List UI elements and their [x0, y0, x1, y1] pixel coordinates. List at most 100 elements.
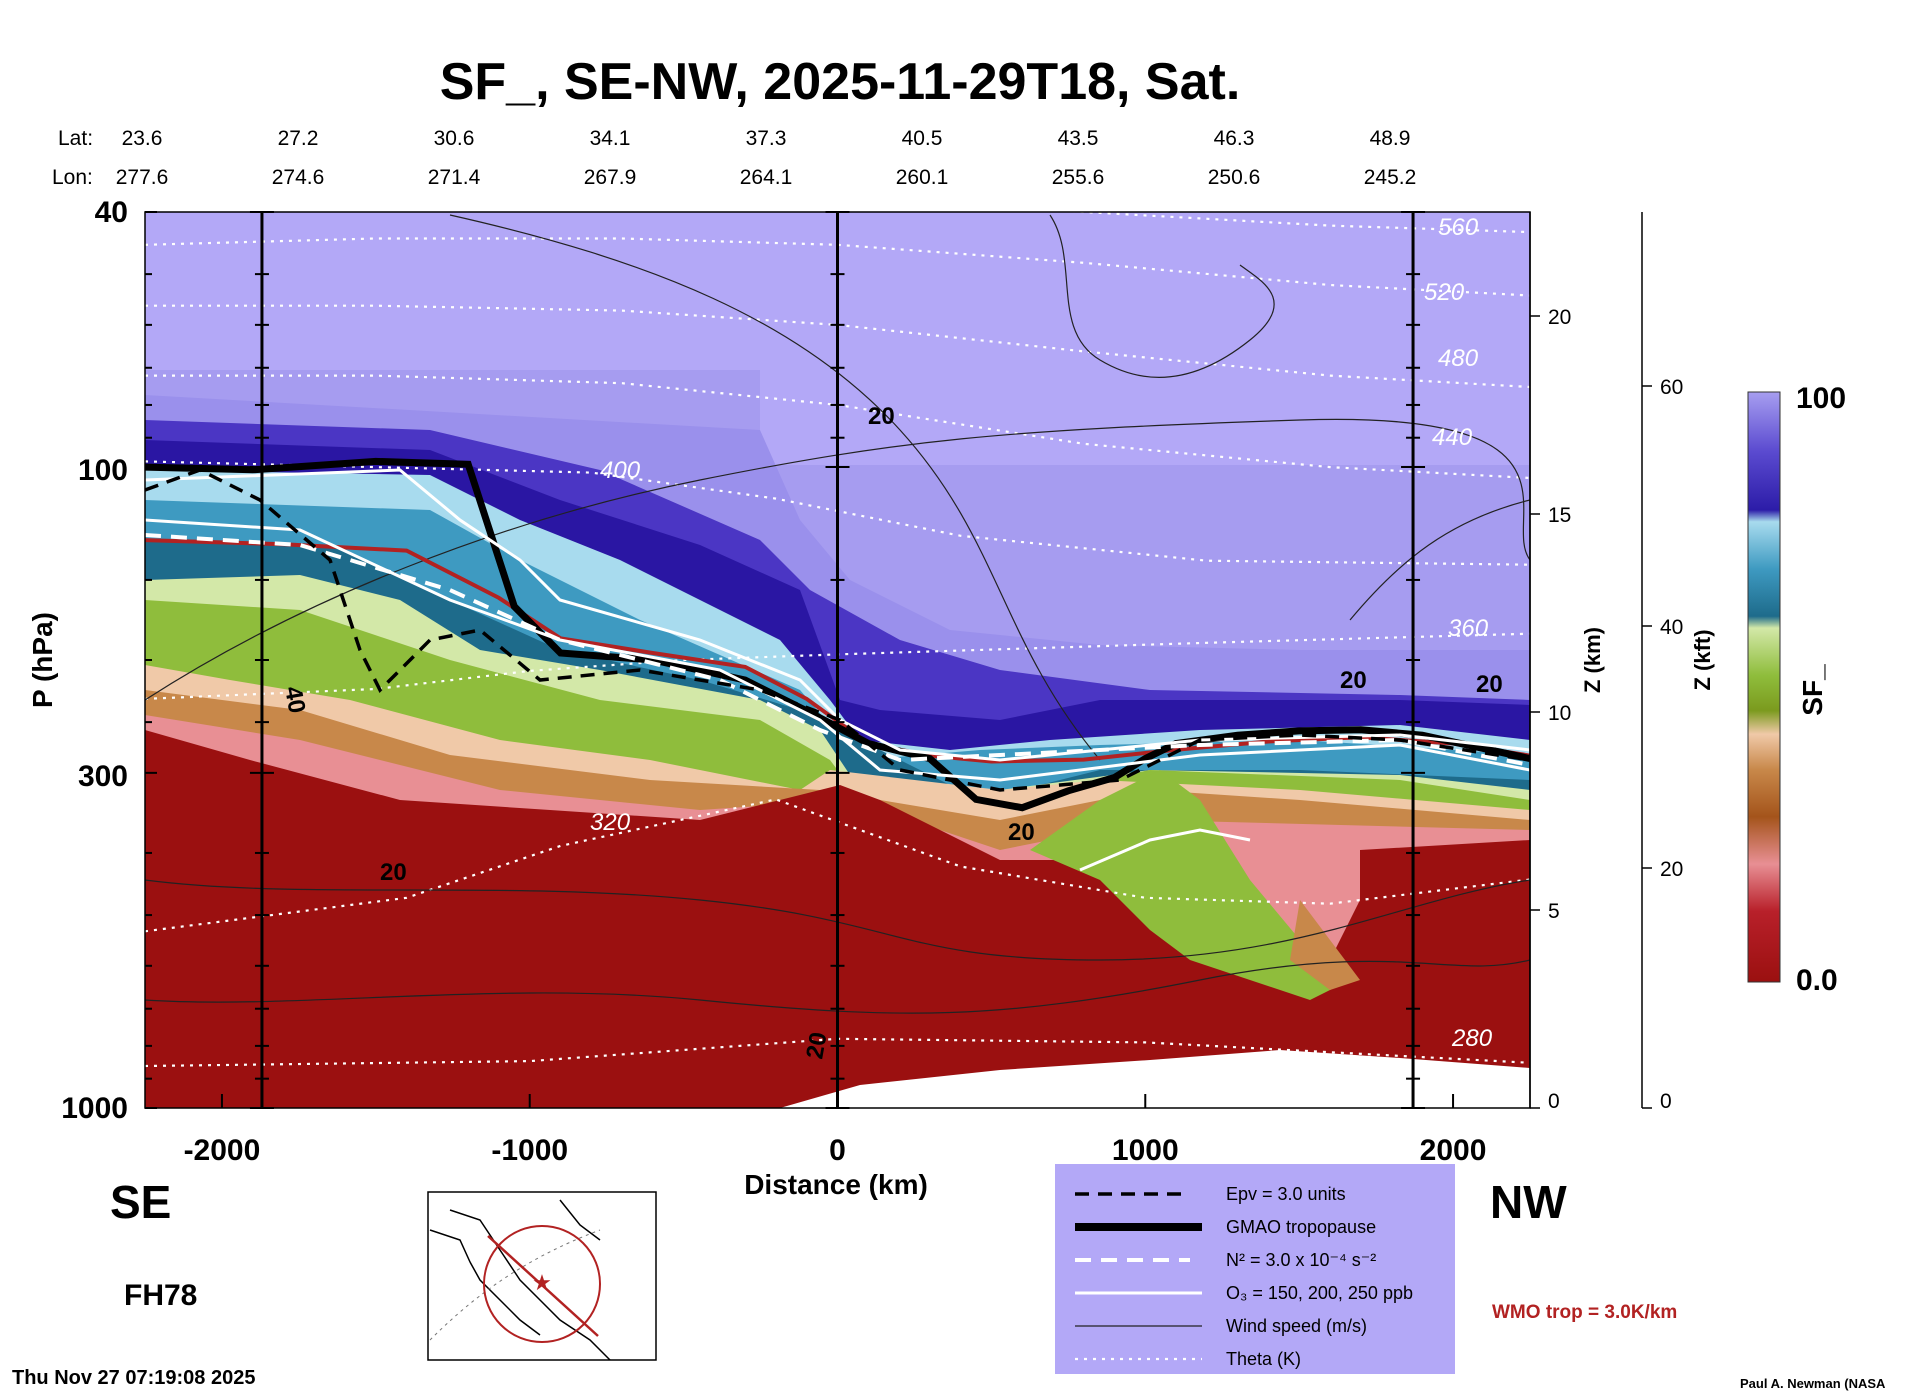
lat-lon-header: Lat: Lon: 23.6 27.2 30.6 34.1 37.3 40.5 …	[52, 127, 1416, 189]
zkm-tick-5: 5	[1548, 900, 1560, 923]
wind-contour-6	[1349, 499, 1530, 621]
legend-label-theta: Theta (K)	[1226, 1349, 1301, 1369]
x-tick-m1000: -1000	[491, 1134, 568, 1167]
o3-contour-250	[1079, 828, 1251, 872]
x-tick-2000: 2000	[1420, 1134, 1487, 1167]
colorbar-min-label: 0.0	[1796, 964, 1838, 997]
y-tick-100: 100	[78, 454, 128, 487]
wmo-tropopause-label: WMO trop = 3.0K/km	[1492, 1302, 1677, 1323]
theta-label-360: 360	[1448, 615, 1489, 642]
lon-row-label: Lon:	[52, 166, 93, 189]
forecast-hour: FH78	[124, 1279, 197, 1312]
wind-contour-1	[145, 418, 1530, 701]
colorbar-max-label: 100	[1796, 382, 1846, 415]
zkft-tick-20: 20	[1660, 858, 1683, 881]
legend-box	[1055, 1164, 1455, 1374]
lon-value-8: 245.2	[1364, 166, 1417, 189]
lon-value-0: 277.6	[116, 166, 169, 189]
colorbar-gradient	[1747, 391, 1781, 983]
wind-label-6: 20	[801, 1030, 832, 1061]
wind-label-5: 20	[380, 859, 407, 886]
lat-value-0: 23.6	[122, 127, 163, 150]
wind-contour-5	[1049, 214, 1275, 378]
zkft-tick-40: 40	[1660, 616, 1683, 639]
legend-label-gmao: GMAO tropopause	[1226, 1217, 1376, 1237]
z-km-axis: 0 5 10 15 20 Z (km)	[1529, 212, 1605, 1113]
wind-label-3: 20	[1476, 671, 1503, 698]
x-axis-label: Distance (km)	[744, 1169, 928, 1200]
z-km-label: Z (km)	[1580, 627, 1605, 693]
lat-value-5: 40.5	[902, 127, 943, 150]
x-axis-distance: -2000 -1000 0 1000 2000 Distance (km)	[184, 1134, 1487, 1200]
wind-label-7: 20	[1008, 819, 1035, 846]
inset-map-coastlines	[429, 1199, 611, 1361]
lat-value-1: 27.2	[278, 127, 319, 150]
field-intrusion-green	[1030, 770, 1340, 1000]
direction-se: SE	[110, 1176, 171, 1228]
theta-line-320	[145, 798, 1530, 933]
inset-map-star-icon: ★	[532, 1270, 552, 1295]
lon-value-7: 250.6	[1208, 166, 1261, 189]
zkft-tick-0: 0	[1660, 1090, 1672, 1113]
timestamp: Thu Nov 27 07:19:08 2025	[12, 1367, 255, 1389]
theta-labels: 560 520 480 440 400 360 320 280	[590, 214, 1493, 1052]
inset-map-graticule	[429, 1229, 601, 1341]
wind-contour-3	[145, 879, 1530, 961]
legend-label-o3: O₃ = 150, 200, 250 ppb	[1226, 1283, 1413, 1303]
colorbar: 100 0.0 SF_	[1747, 382, 1846, 997]
lon-value-4: 264.1	[740, 166, 793, 189]
theta-label-520: 520	[1424, 279, 1465, 306]
y-tick-1000: 1000	[61, 1092, 128, 1125]
x-tick-m2000: -2000	[184, 1134, 261, 1167]
wind-contour-4	[145, 959, 1530, 1014]
colorbar-title: SF_	[1797, 664, 1828, 716]
wind-label-4: 40	[279, 684, 310, 715]
legend-label-epv: Epv = 3.0 units	[1226, 1184, 1346, 1204]
zkm-tick-10: 10	[1548, 702, 1571, 725]
inset-map-range-circle	[483, 1225, 601, 1343]
x-tick-0: 0	[829, 1134, 846, 1167]
theta-label-480: 480	[1438, 345, 1479, 372]
lat-value-7: 46.3	[1214, 127, 1255, 150]
y-axis-label: P (hPa)	[27, 612, 58, 708]
lon-value-6: 255.6	[1052, 166, 1105, 189]
lon-value-1: 274.6	[272, 166, 325, 189]
theta-label-560: 560	[1438, 214, 1479, 241]
zkm-tick-20: 20	[1548, 306, 1571, 329]
lat-row-label: Lat:	[58, 127, 93, 150]
theta-label-320: 320	[590, 809, 631, 836]
y-tick-40: 40	[95, 196, 128, 229]
wind-speed-labels: 20 20 20 40 20 20 20	[279, 403, 1503, 1061]
y-tick-300: 300	[78, 760, 128, 793]
theta-label-440: 440	[1432, 424, 1473, 451]
legend-label-wind: Wind speed (m/s)	[1226, 1316, 1367, 1336]
zkft-tick-60: 60	[1660, 376, 1683, 399]
theta-label-280: 280	[1451, 1025, 1493, 1052]
lat-value-3: 34.1	[590, 127, 631, 150]
n2-contour	[145, 533, 1530, 767]
x-tick-marks	[220, 315, 1540, 1109]
zkm-tick-15: 15	[1548, 504, 1571, 527]
theta-line-400	[145, 460, 1530, 566]
inset-map: ★	[427, 1191, 657, 1361]
epv-contour	[145, 468, 1530, 792]
field-ground-white	[780, 1050, 1530, 1108]
lat-value-2: 30.6	[434, 127, 475, 150]
legend-label-n2: N² = 3.0 x 10⁻⁴ s⁻²	[1226, 1250, 1376, 1270]
inset-map-section-line	[487, 1235, 599, 1337]
lat-value-6: 43.5	[1058, 127, 1099, 150]
zkm-tick-0: 0	[1548, 1090, 1560, 1113]
lon-value-3: 267.9	[584, 166, 637, 189]
credit: Paul A. Newman (NASA	[1740, 1376, 1886, 1391]
z-kft-label: Z (kft)	[1690, 629, 1715, 690]
wind-label-2: 20	[1340, 667, 1367, 694]
z-kft-axis: 0 20 40 60 Z (kft)	[1641, 212, 1715, 1113]
lon-value-2: 271.4	[428, 166, 481, 189]
wind-contour-2	[449, 214, 1101, 761]
lat-value-8: 48.9	[1370, 127, 1411, 150]
theta-label-400: 400	[600, 457, 641, 484]
direction-nw: NW	[1490, 1176, 1567, 1228]
pressure-tick-marks	[145, 211, 1426, 1109]
y-axis-pressure: 40 100 300 1000 P (hPa)	[27, 196, 128, 1125]
